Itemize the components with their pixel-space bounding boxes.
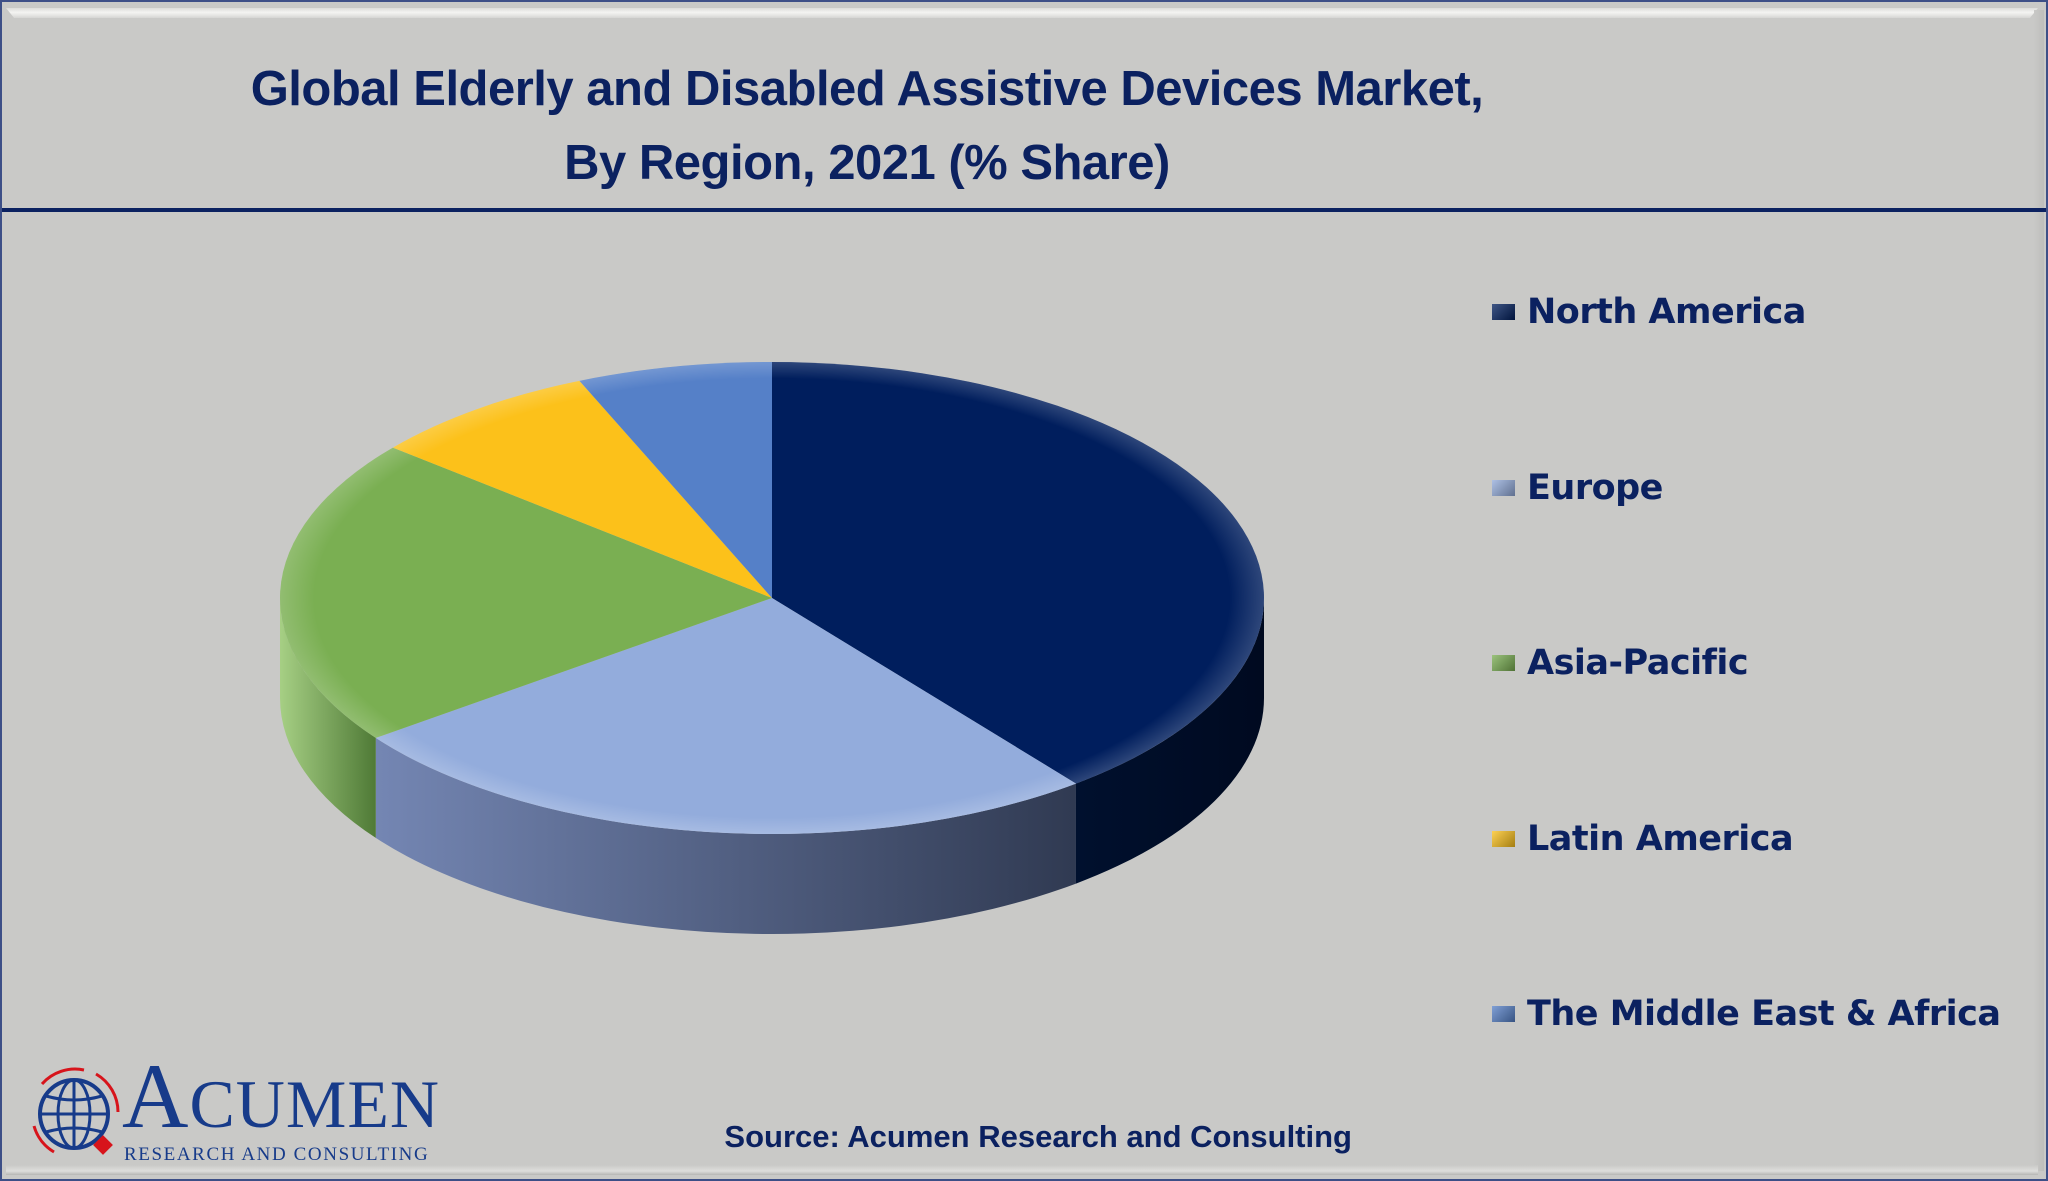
logo-word: CUMEN [189,1066,441,1142]
legend-item-europe: Europe [1492,468,1663,508]
pie-rim-highlight [280,362,1264,834]
pie-side-europe [375,737,1076,934]
legend-item-asia-pacific: Asia-Pacific [1492,643,1749,683]
logo-tagline: RESEARCH AND CONSULTING [124,1144,430,1165]
chart-title: Global Elderly and Disabled Assistive De… [2,52,1732,200]
legend-label: Asia-Pacific [1527,643,1749,683]
pie-sides [280,598,1264,934]
legend-swatch [1492,479,1515,496]
pie-side-asia-pacific [280,598,376,838]
acumen-logo: ACUMEN RESEARCH AND CONSULTING [24,1050,444,1170]
legend-label: Europe [1527,467,1663,508]
legend-item-north-america: North America [1492,292,1806,332]
source-note: Source: Acumen Research and Consulting [724,1119,1352,1154]
logo-wordmark: ACUMEN [122,1050,441,1144]
legend-label: Latin America [1527,818,1794,859]
legend-swatch [1492,304,1515,320]
chart-title-line-2: By Region, 2021 (% Share) [564,136,1170,190]
legend-item-latin-america: Latin America [1492,818,1794,859]
bevel-bottom [6,1165,2038,1175]
logo-initial: A [122,1045,190,1147]
bevel-top [6,8,2038,18]
legend-label: The Middle East & Africa [1527,994,2001,1034]
globe-icon [32,1067,120,1155]
chart-title-line-1: Global Elderly and Disabled Assistive De… [250,62,1484,116]
pie-top-faces [280,362,1265,834]
bevel-right [2034,10,2044,1171]
legend-label: North America [1527,292,1806,332]
legend-item-the-middle-east-africa: The Middle East & Africa [1492,994,2001,1034]
legend-swatch [1492,655,1515,671]
legend-swatch [1492,1006,1515,1022]
pie-side-north-america [1075,598,1264,884]
legend-swatch [1492,830,1515,847]
title-divider [2,208,2046,212]
